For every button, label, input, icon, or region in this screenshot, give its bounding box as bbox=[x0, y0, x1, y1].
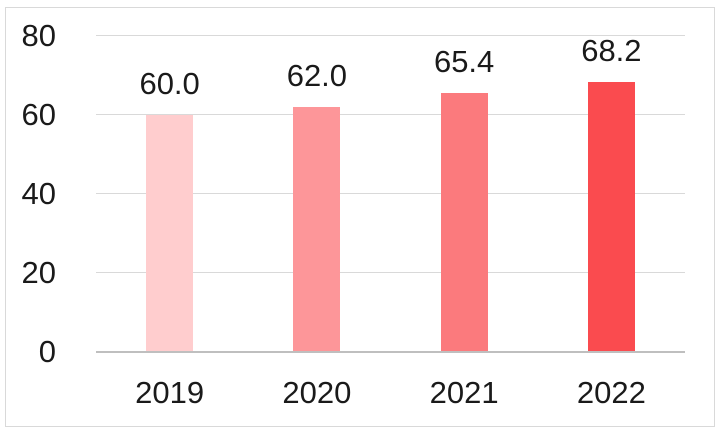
x-axis-category-label: 2020 bbox=[282, 375, 352, 410]
bar-2021 bbox=[440, 93, 488, 352]
y-axis-tick-label: 0 bbox=[38, 334, 56, 369]
chart-border bbox=[5, 7, 715, 427]
gridline-80 bbox=[96, 34, 685, 36]
bar-2020 bbox=[293, 106, 341, 352]
x-axis-category-label: 2019 bbox=[135, 375, 205, 410]
x-axis-category-label: 2022 bbox=[576, 375, 646, 410]
bar-2019 bbox=[146, 114, 194, 352]
gridline-40 bbox=[96, 193, 685, 194]
gridline-20 bbox=[96, 272, 685, 274]
x-axis-line bbox=[96, 351, 685, 353]
y-axis-tick-label: 80 bbox=[21, 17, 56, 53]
y-axis-tick-label: 40 bbox=[21, 175, 56, 211]
y-axis-tick-label: 20 bbox=[21, 254, 56, 290]
y-axis-tick-label: 60 bbox=[21, 96, 56, 132]
gridline-60 bbox=[96, 113, 685, 115]
bar-value-label: 62.0 bbox=[286, 57, 348, 93]
bar-value-label: 60.0 bbox=[139, 65, 200, 101]
bar-value-label: 68.2 bbox=[581, 33, 642, 69]
bar-value-label: 65.4 bbox=[433, 44, 495, 80]
x-axis-category-label: 2021 bbox=[429, 375, 499, 410]
bar-2022 bbox=[587, 82, 635, 352]
